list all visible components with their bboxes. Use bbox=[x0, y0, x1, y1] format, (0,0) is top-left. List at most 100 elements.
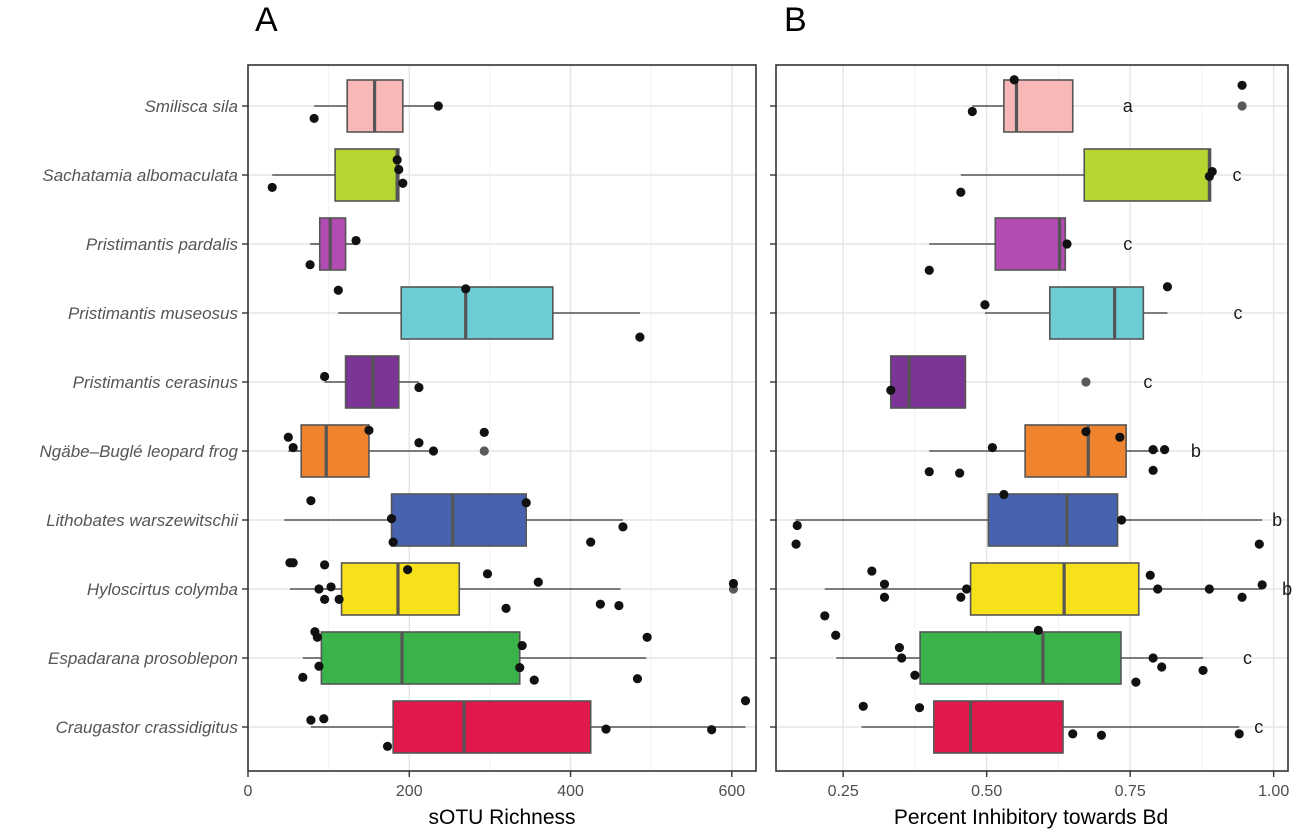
box bbox=[340, 562, 461, 616]
data-point bbox=[320, 371, 330, 382]
panel-label-a: A bbox=[255, 1, 278, 39]
box bbox=[994, 217, 1067, 271]
data-point bbox=[1148, 445, 1158, 455]
data-point bbox=[1115, 432, 1125, 442]
data-point bbox=[980, 300, 990, 310]
data-point bbox=[831, 630, 841, 640]
data-point bbox=[867, 566, 877, 576]
x-axis-title-a: sOTU Richness bbox=[428, 806, 575, 829]
x-tick-label: 1.00 bbox=[1258, 783, 1289, 800]
box bbox=[987, 493, 1119, 547]
data-point bbox=[961, 584, 972, 594]
data-point bbox=[351, 235, 361, 246]
species-label: Hyloscirtus colymba bbox=[87, 580, 238, 599]
data-point bbox=[461, 284, 471, 294]
data-point bbox=[533, 577, 543, 587]
box bbox=[1024, 424, 1127, 478]
data-point bbox=[894, 643, 905, 653]
data-point bbox=[305, 260, 315, 270]
significance-letter: b bbox=[1282, 579, 1292, 599]
panel-label-b: B bbox=[784, 1, 807, 39]
data-point bbox=[1237, 80, 1247, 90]
data-point bbox=[334, 594, 344, 604]
data-point bbox=[428, 446, 439, 456]
box bbox=[392, 700, 592, 754]
data-point bbox=[283, 432, 293, 442]
significance-letter: c bbox=[1233, 303, 1242, 323]
box bbox=[1083, 148, 1212, 202]
data-point bbox=[1254, 539, 1264, 549]
data-point bbox=[1237, 592, 1247, 602]
data-point bbox=[1062, 239, 1072, 249]
species-label: Pristimantis cerasinus bbox=[73, 373, 239, 392]
data-point bbox=[1153, 584, 1163, 594]
data-point bbox=[267, 182, 277, 193]
species-label: Lithobates warszewitschii bbox=[46, 511, 239, 530]
box bbox=[334, 148, 400, 202]
panel-b-inhibitory-chart: 0.25 0.50 0.75 1.00 a c c c c b b b c c bbox=[770, 64, 1292, 800]
data-point bbox=[312, 632, 322, 642]
data-point bbox=[521, 498, 531, 508]
box bbox=[400, 286, 554, 340]
significance-letter: c bbox=[1143, 372, 1152, 392]
data-point bbox=[298, 672, 308, 682]
data-point bbox=[642, 632, 652, 642]
data-point bbox=[433, 101, 443, 111]
panel-border bbox=[247, 64, 757, 772]
box bbox=[300, 424, 370, 478]
data-point bbox=[306, 715, 316, 725]
significance-letter: c bbox=[1233, 165, 1242, 185]
significance-letter: b bbox=[1191, 441, 1201, 461]
box bbox=[318, 217, 347, 271]
data-point bbox=[967, 106, 977, 117]
data-point bbox=[319, 714, 329, 724]
significance-letter: c bbox=[1243, 648, 1252, 668]
data-point bbox=[999, 489, 1009, 500]
data-point bbox=[1009, 75, 1019, 85]
data-point bbox=[635, 332, 645, 342]
box bbox=[1003, 79, 1074, 133]
significance-letter: c bbox=[1254, 717, 1263, 737]
data-point bbox=[728, 578, 739, 589]
data-point bbox=[392, 155, 402, 165]
data-point bbox=[1145, 570, 1155, 580]
data-point bbox=[1234, 729, 1244, 739]
data-point bbox=[614, 600, 624, 611]
data-point bbox=[956, 187, 966, 197]
x-tick-label: 0.25 bbox=[828, 783, 859, 800]
data-point bbox=[1162, 282, 1173, 292]
data-point bbox=[1096, 730, 1107, 740]
data-point bbox=[707, 725, 717, 735]
data-point bbox=[414, 438, 424, 448]
outlier-point bbox=[1081, 377, 1091, 387]
data-point bbox=[1157, 662, 1167, 672]
box bbox=[889, 355, 967, 409]
data-point bbox=[879, 592, 890, 602]
data-point bbox=[820, 611, 830, 621]
data-point bbox=[955, 468, 965, 478]
data-point bbox=[586, 537, 596, 547]
x-tick-label: 400 bbox=[557, 783, 584, 800]
outlier-point bbox=[479, 446, 489, 456]
data-point bbox=[1148, 465, 1158, 475]
data-point bbox=[314, 584, 324, 594]
x-tick-label: 0.50 bbox=[971, 783, 1002, 800]
data-point bbox=[364, 425, 374, 435]
data-point bbox=[288, 442, 298, 453]
species-label: Ngäbe–Buglé leopard frog bbox=[40, 442, 239, 461]
data-point bbox=[517, 640, 527, 651]
data-point bbox=[386, 514, 397, 524]
data-point bbox=[879, 579, 890, 589]
data-point bbox=[740, 696, 751, 706]
data-point bbox=[1204, 584, 1214, 594]
data-point bbox=[1204, 171, 1214, 181]
box bbox=[969, 562, 1140, 616]
data-point bbox=[414, 382, 424, 393]
data-point bbox=[858, 701, 868, 711]
data-point bbox=[482, 569, 493, 579]
species-label: Smilisca sila bbox=[144, 97, 238, 116]
data-point bbox=[924, 467, 934, 477]
data-point bbox=[288, 558, 298, 568]
species-label: Craugastor crassidigitus bbox=[56, 718, 239, 737]
significance-letter: a bbox=[1123, 96, 1134, 116]
